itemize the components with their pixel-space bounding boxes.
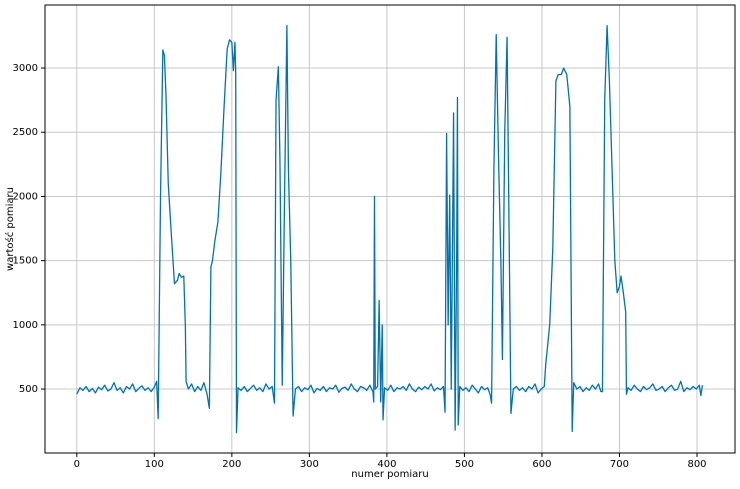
y-tick-label: 2000 — [13, 191, 38, 202]
y-tick-label: 1500 — [13, 256, 38, 267]
x-tick-label: 400 — [377, 459, 396, 470]
plot-frame — [44, 4, 736, 454]
x-tick-label: 500 — [455, 459, 474, 470]
x-tick-label: 800 — [687, 459, 706, 470]
y-tick-label: 500 — [19, 384, 38, 395]
y-tick-label: 2500 — [13, 127, 38, 138]
x-tick-label: 200 — [222, 459, 241, 470]
x-tick-label: 300 — [300, 459, 319, 470]
x-axis-label: numer pomiaru — [351, 469, 428, 480]
y-tick-label: 1000 — [13, 320, 38, 331]
x-tick-label: 700 — [610, 459, 629, 470]
y-axis-label: wartość pomiaru — [4, 187, 16, 271]
data-line — [76, 25, 704, 434]
x-tick-label: 100 — [145, 459, 164, 470]
x-tick-label: 600 — [532, 459, 551, 470]
y-tick-label: 3000 — [13, 63, 38, 74]
x-tick-label: 0 — [74, 459, 80, 470]
